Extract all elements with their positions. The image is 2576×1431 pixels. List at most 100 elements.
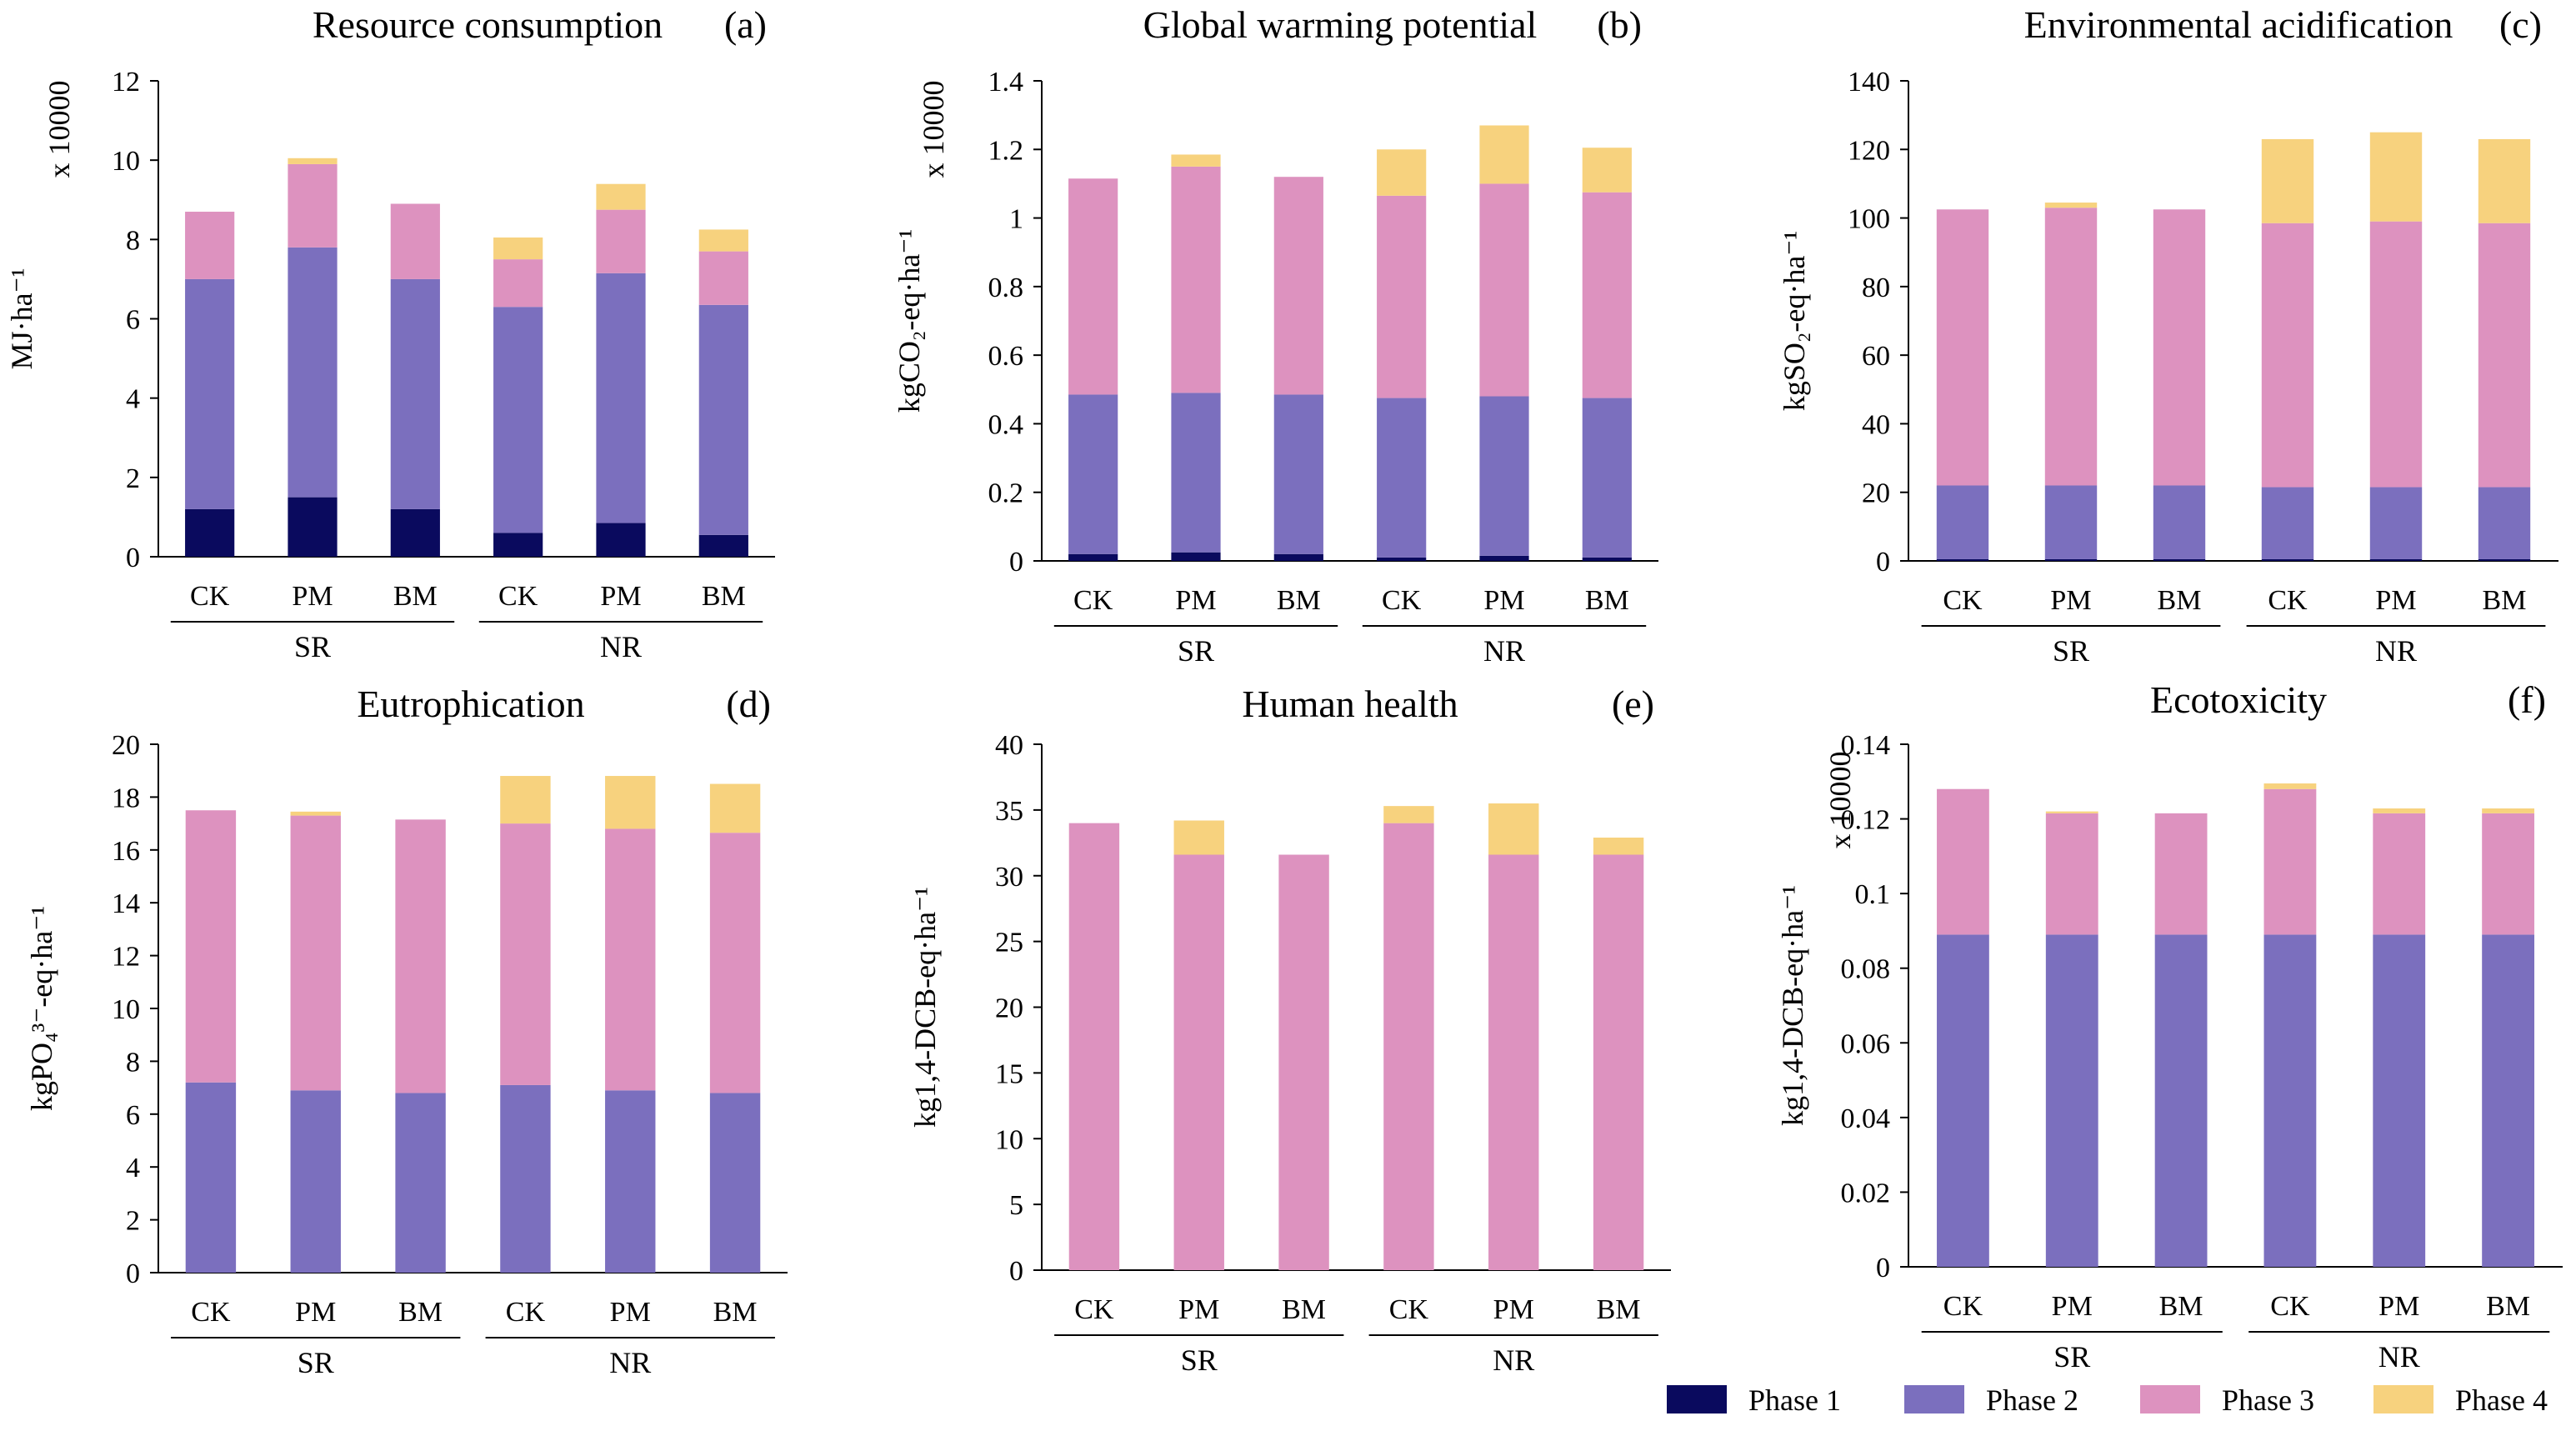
y-tick-label: 4 xyxy=(126,1153,140,1183)
bar-segment-phase3-ck xyxy=(1936,209,1989,486)
y-tick-label: 0 xyxy=(1876,1253,1890,1283)
x-category-label: BM xyxy=(2483,585,2527,616)
y-axis-multiplier: x 10000 xyxy=(43,81,76,178)
bar-segment-phase4-ck xyxy=(2263,783,2317,789)
bar-segment-phase2-bm xyxy=(2478,487,2531,559)
y-tick-label: 80 xyxy=(1862,273,1890,303)
bar-segment-phase2-bm xyxy=(2482,934,2534,1267)
chart-title: Resource consumption xyxy=(313,3,663,46)
bar-segment-phase3-ck xyxy=(185,810,237,1083)
bar-segment-phase2-ck xyxy=(493,307,543,533)
panel-label: (d) xyxy=(726,683,771,725)
chart-title: Environmental acidification xyxy=(2024,3,2453,46)
group-label-nr: NR xyxy=(1493,1343,1534,1377)
y-tick-label: 0 xyxy=(126,543,140,573)
bar-segment-phase1-ck xyxy=(1377,557,1427,561)
bar-segment-phase1-ck xyxy=(1936,558,1989,561)
y-tick-label: 0.8 xyxy=(988,273,1024,303)
chart-title: Global warming potential xyxy=(1143,3,1538,46)
bar-segment-phase2-bm xyxy=(395,1093,446,1273)
legend-label-phase4: Phase 4 xyxy=(2455,1383,2548,1417)
bar-segment-phase3-ck xyxy=(500,823,551,1085)
y-tick-label: 16 xyxy=(112,836,140,867)
x-category-label: CK xyxy=(191,1297,231,1328)
bar-segment-phase3-pm xyxy=(2044,208,2098,486)
bar-segment-phase2-ck xyxy=(500,1084,551,1273)
panel-label: (a) xyxy=(724,3,767,46)
x-category-label: CK xyxy=(1073,585,1113,616)
bar-segment-phase1-pm xyxy=(288,497,338,557)
bar-segment-phase4-pm xyxy=(2045,811,2098,813)
y-tick-label: 0.06 xyxy=(1841,1028,1891,1059)
bar-segment-phase1-pm xyxy=(2369,558,2423,561)
bar-segment-phase2-ck xyxy=(1937,934,1989,1267)
y-tick-label: 1.4 xyxy=(988,67,1024,98)
y-tick-label: 10 xyxy=(995,1124,1023,1155)
bar-segment-phase4-bm xyxy=(1593,838,1644,855)
bar-segment-phase4-bm xyxy=(1582,148,1632,193)
bar-segment-phase4-ck xyxy=(1383,806,1434,823)
y-tick-label: 4 xyxy=(126,384,140,415)
y-axis-label: MJ·ha⁻¹ xyxy=(5,268,38,370)
x-category-label: PM xyxy=(1175,585,1216,616)
x-category-label: PM xyxy=(295,1297,336,1328)
chart-panel-e: 0 5 10 15 20 25 30 35 40 CK PM BM CK PM BM SR NR Human he… xyxy=(908,683,1671,1377)
y-tick-label: 100 xyxy=(1848,204,1890,235)
y-tick-label: 0.6 xyxy=(988,341,1024,372)
y-tick-label: 0.02 xyxy=(1841,1178,1891,1208)
bar-segment-phase4-bm xyxy=(709,783,761,833)
x-category-label: PM xyxy=(1483,585,1524,616)
bar-segment-phase3-pm xyxy=(596,209,646,273)
y-tick-label: 0.12 xyxy=(1841,805,1891,836)
legend: Phase 1 Phase 2 Phase 3 Phase 4 xyxy=(1667,1383,2548,1417)
bar-segment-phase2-pm xyxy=(2045,934,2098,1267)
panel-label: (b) xyxy=(1597,3,1642,46)
x-category-label: BM xyxy=(393,581,438,612)
group-label-sr: SR xyxy=(1181,1343,1218,1377)
x-category-label: BM xyxy=(1585,585,1629,616)
bar-segment-phase1-ck xyxy=(1068,553,1118,561)
bar-segment-phase4-pm xyxy=(2044,203,2098,208)
x-category-label: CK xyxy=(190,581,230,612)
y-tick-label: 0 xyxy=(1009,547,1023,578)
x-category-label: CK xyxy=(1074,1294,1114,1325)
y-tick-label: 14 xyxy=(112,888,140,919)
chart-title: Human health xyxy=(1242,683,1458,725)
panel-label: (c) xyxy=(2499,3,2542,46)
x-category-label: PM xyxy=(2052,1291,2093,1322)
x-category-label: BM xyxy=(2159,1291,2203,1322)
bar-segment-phase4-pm xyxy=(1488,803,1539,855)
bar-segment-phase3-ck xyxy=(1383,823,1434,1270)
y-tick-label: 12 xyxy=(112,67,140,98)
bar-segment-phase1-bm xyxy=(1582,557,1632,561)
x-category-label: BM xyxy=(713,1297,758,1328)
bar-segment-phase2-ck xyxy=(2261,487,2314,559)
x-category-label: PM xyxy=(1178,1294,1219,1325)
y-tick-label: 2 xyxy=(126,1206,140,1237)
y-tick-label: 0 xyxy=(1009,1256,1023,1287)
bar-segment-phase3-bm xyxy=(2482,813,2534,935)
chart-title: Eutrophication xyxy=(357,683,584,725)
bar-segment-phase4-bm xyxy=(2478,138,2531,223)
bar-segment-phase3-pm xyxy=(290,815,341,1091)
bar-segment-phase3-bm xyxy=(1593,854,1644,1270)
y-tick-label: 2 xyxy=(126,463,140,494)
chart-title: Ecotoxicity xyxy=(2150,678,2327,721)
bar-segment-phase4-pm xyxy=(2369,132,2423,222)
bar-segment-phase2-pm xyxy=(2369,487,2423,559)
bar-segment-phase4-bm xyxy=(2482,808,2534,813)
x-category-label: PM xyxy=(600,581,641,612)
y-tick-label: 140 xyxy=(1848,67,1890,98)
bar-segment-phase1-pm xyxy=(1171,552,1221,561)
y-tick-label: 0.4 xyxy=(988,409,1024,440)
bar-segment-phase3-bm xyxy=(698,251,748,305)
y-axis-multiplier: x 10000 xyxy=(917,81,950,178)
y-tick-label: 0.1 xyxy=(1855,879,1891,910)
bar-segment-phase3-ck xyxy=(2263,788,2317,935)
y-tick-label: 8 xyxy=(126,1047,140,1078)
bar-segment-phase4-pm xyxy=(1173,820,1224,855)
group-label-nr: NR xyxy=(609,1346,651,1379)
bar-segment-phase2-pm xyxy=(290,1090,341,1273)
x-category-label: CK xyxy=(1943,585,1983,616)
y-tick-label: 0 xyxy=(126,1258,140,1289)
